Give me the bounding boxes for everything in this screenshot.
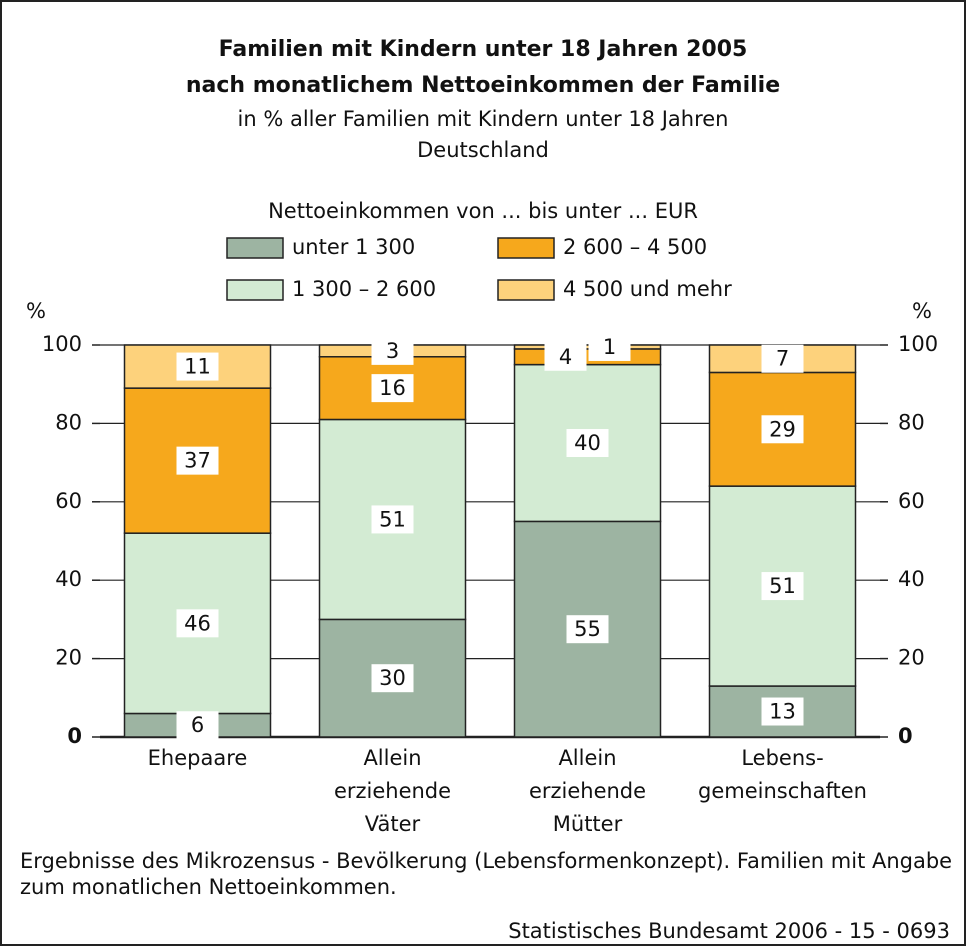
y2-tick-label: 40 (898, 567, 925, 591)
legend-swatch (226, 279, 284, 301)
source: Statistisches Bundesamt 2006 - 15 - 0693 (508, 919, 950, 943)
legend-swatch (497, 237, 555, 259)
x-tick-label: gemeinschaften (698, 779, 867, 803)
value-label: 13 (761, 697, 804, 726)
value-label-box (544, 342, 587, 371)
value-label-text: 3 (386, 339, 399, 363)
y-axis-label: % (26, 299, 46, 323)
value-label-box (371, 374, 414, 403)
y2-tick-label: 60 (898, 489, 925, 513)
value-label: 16 (371, 374, 414, 403)
subtitle: Deutschland (417, 138, 549, 162)
value-label: 51 (371, 505, 414, 534)
value-label-box (176, 711, 219, 740)
bar-segment (708, 485, 857, 687)
y2-tick-label: 20 (898, 646, 925, 670)
legend-label: 2 600 – 4 500 (563, 235, 707, 259)
legend-swatch (226, 237, 284, 259)
value-label: 1 (588, 332, 631, 361)
value-label: 40 (566, 429, 609, 457)
value-label-text: 16 (379, 376, 406, 400)
subtitle: in % aller Familien mit Kindern unter 18… (238, 107, 729, 131)
value-label-text: 7 (776, 347, 789, 371)
value-label-box (371, 336, 414, 365)
value-label-box (176, 352, 219, 381)
value-label-box (588, 332, 631, 361)
value-label-text: 29 (769, 417, 796, 441)
x-tick-label: Allein (363, 746, 421, 770)
value-label: 29 (761, 415, 804, 444)
value-label: 11 (176, 352, 219, 381)
y2-tick-label: 80 (898, 410, 925, 434)
value-label-box (761, 344, 804, 373)
value-label-box (566, 615, 609, 644)
value-label-text: 51 (379, 507, 406, 531)
chart-title: Familien mit Kindern unter 18 Jahren 200… (219, 37, 748, 62)
value-label-text: 37 (184, 449, 211, 473)
x-tick-label: Väter (365, 812, 421, 836)
value-label: 30 (371, 664, 414, 693)
footnote: Ergebnisse des Mikrozensus - Bevölkerung… (20, 849, 952, 873)
value-label: 55 (566, 615, 609, 644)
y2-tick-label: 0 (898, 724, 913, 748)
legend-title: Nettoeinkommen von ... bis unter ... EUR (268, 199, 698, 223)
legend-label: unter 1 300 (292, 235, 415, 259)
value-label-text: 13 (769, 700, 796, 724)
chart-title: nach monatlichem Nettoeinkommen der Fami… (186, 73, 780, 98)
value-label-text: 40 (574, 431, 601, 455)
value-label-box (371, 505, 414, 534)
x-tick-label: Ehepaare (148, 746, 248, 770)
value-label-text: 55 (574, 617, 601, 641)
value-label: 46 (176, 609, 219, 638)
legend-swatch (497, 279, 555, 301)
value-label-box (761, 697, 804, 726)
value-label-box (176, 446, 219, 475)
value-label-text: 30 (379, 666, 406, 690)
legend-label: 1 300 – 2 600 (292, 277, 436, 301)
y2-tick-label: 100 (898, 332, 938, 356)
y-tick-label: 100 (42, 332, 82, 356)
value-label-box (761, 415, 804, 444)
footnote: zum monatlichen Nettoeinkommen. (20, 875, 397, 899)
x-tick-label: erziehende (529, 779, 646, 803)
x-tick-label: erziehende (334, 779, 451, 803)
legend-label: 4 500 und mehr (563, 277, 732, 301)
value-label: 3 (371, 336, 414, 365)
value-label-box (761, 572, 804, 601)
value-label-text: 51 (769, 574, 796, 598)
value-label-text: 4 (559, 345, 572, 369)
value-label-text: 11 (184, 355, 211, 379)
value-label: 51 (761, 572, 804, 601)
y2-axis-label: % (912, 299, 932, 323)
value-label-box (566, 429, 609, 457)
value-label: 7 (761, 344, 804, 373)
value-label: 4 (544, 342, 587, 371)
x-tick-label: Mütter (553, 812, 623, 836)
bar-segment (513, 348, 662, 366)
value-label-box (176, 609, 219, 638)
value-label: 6 (176, 711, 219, 740)
value-label-text: 6 (191, 713, 204, 737)
x-tick-label: Allein (558, 746, 616, 770)
value-label-text: 46 (184, 611, 211, 635)
y-tick-label: 20 (55, 646, 82, 670)
x-tick-label: Lebens- (741, 746, 823, 770)
y-tick-label: 0 (67, 724, 82, 748)
value-label: 37 (176, 446, 219, 475)
value-label-text: 1 (603, 335, 616, 359)
bar-segment (318, 418, 467, 621)
value-label-box (371, 664, 414, 693)
y-tick-label: 60 (55, 489, 82, 513)
y-tick-label: 40 (55, 567, 82, 591)
bar-segment (513, 344, 662, 350)
y-tick-label: 80 (55, 410, 82, 434)
